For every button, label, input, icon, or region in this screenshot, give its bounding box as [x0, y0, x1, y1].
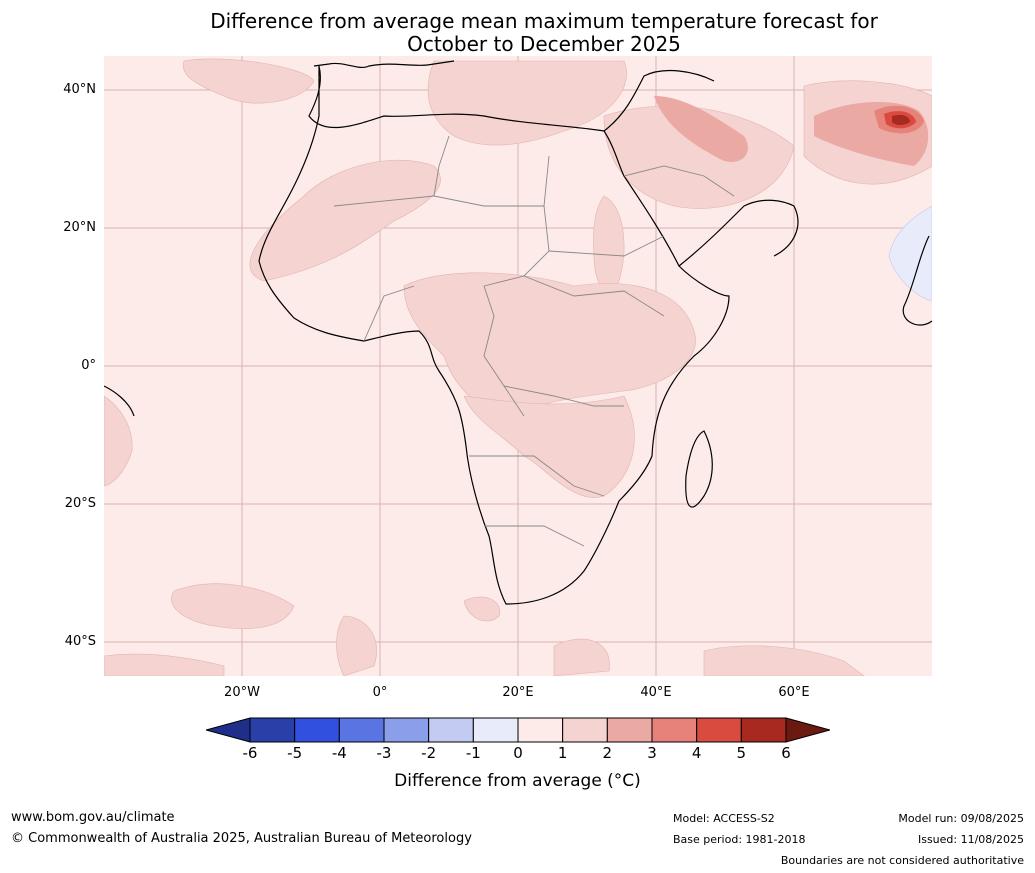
lat-label-20n: 20°N: [63, 220, 96, 235]
colorbar-tick-label: 2: [602, 744, 613, 762]
colorbar-tick-label: 4: [691, 744, 702, 762]
lat-label-20s: 20°S: [64, 496, 96, 511]
disclaimer-text: Boundaries are not considered authoritat…: [780, 854, 1024, 867]
title-line-2: October to December 2025: [407, 32, 681, 56]
colorbar-tick-label: -1: [465, 744, 481, 762]
colorbar-cell: [562, 717, 608, 743]
coastlines: [104, 60, 932, 605]
anomaly-5-6-region: [892, 114, 910, 125]
base-period-text: Base period: 1981-2018: [673, 833, 806, 846]
colorbar-tick-label: -4: [331, 744, 347, 762]
colorbar-cell-low-extend: [206, 717, 251, 743]
colorbar-cell: [338, 717, 385, 743]
lon-label-20w: 20°W: [224, 685, 260, 700]
colorbar-cell-high-extend: [785, 717, 830, 743]
colorbar-tick-label: -3: [376, 744, 392, 762]
colorbar-tick-label: 5: [736, 744, 747, 762]
map-title: Difference from average mean maximum tem…: [104, 10, 984, 56]
lat-label-40n: 40°N: [63, 82, 96, 97]
model-run-text: Model run: 09/08/2025: [898, 812, 1024, 825]
colorbar-cell: [428, 717, 474, 743]
colorbar-tick-label: 0: [513, 744, 523, 762]
colorbar: [206, 717, 830, 743]
colorbar-cell: [740, 717, 787, 743]
colorbar-cell: [249, 717, 296, 743]
anomaly-1-2-regions: [104, 58, 932, 676]
colorbar-cell: [472, 717, 519, 743]
model-text: Model: ACCESS-S2: [673, 812, 775, 825]
colorbar-cell: [651, 717, 698, 743]
lon-label-60e: 60°E: [778, 685, 810, 700]
forecast-map: [104, 56, 932, 676]
copyright-text: © Commonwealth of Australia 2025, Austra…: [11, 831, 472, 846]
colorbar-tick-label: 1: [557, 744, 568, 762]
colorbar-cell: [606, 717, 653, 743]
colorbar-cell: [517, 717, 564, 743]
lat-label-0: 0°: [81, 358, 96, 373]
website-link[interactable]: www.bom.gov.au/climate: [11, 810, 175, 825]
colorbar-cell: [383, 717, 430, 743]
lat-label-40s: 40°S: [64, 634, 96, 649]
colorbar-tick-label: -2: [421, 744, 437, 762]
anomaly-negative-region: [888, 205, 932, 302]
title-line-1: Difference from average mean maximum tem…: [210, 9, 878, 33]
colorbar-label: Difference from average (°C): [394, 771, 641, 791]
lon-label-0: 0°: [372, 685, 388, 700]
colorbar-tick-label: -6: [242, 744, 258, 762]
colorbar-cell: [294, 717, 340, 743]
issued-text: Issued: 11/08/2025: [917, 833, 1024, 846]
colorbar-tick-label: -5: [287, 744, 303, 762]
colorbar-tick-label: 3: [647, 744, 657, 762]
lon-label-40e: 40°E: [640, 685, 672, 700]
colorbar-cell: [696, 717, 742, 743]
map-svg: [104, 56, 932, 676]
country-borders: [333, 135, 735, 547]
lon-label-20e: 20°E: [502, 685, 534, 700]
colorbar-tick-label: 6: [781, 744, 791, 762]
